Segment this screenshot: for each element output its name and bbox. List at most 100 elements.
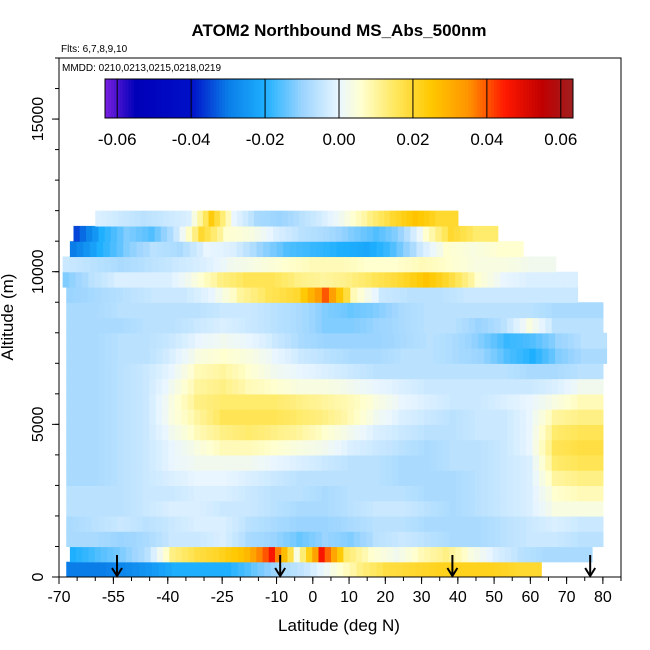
heatmap-cell [123, 515, 131, 532]
heatmap-cell [583, 515, 591, 532]
heatmap-cell [188, 348, 196, 364]
heatmap-cell [349, 332, 357, 349]
heatmap-cell [275, 271, 283, 288]
heatmap-cell [513, 439, 521, 456]
heatmap-cell [350, 210, 357, 227]
heatmap-cell [452, 348, 460, 364]
heatmap-cell [309, 363, 316, 380]
heatmap-cell [192, 256, 201, 273]
heatmap-cell [513, 531, 521, 548]
heatmap-cell [463, 286, 472, 303]
heatmap-cell [494, 317, 502, 334]
heatmap-cell [104, 485, 112, 502]
heatmap-cell [172, 271, 180, 288]
heatmap-cell [85, 378, 93, 395]
heatmap-cell [309, 393, 316, 410]
heatmap-cell [417, 439, 425, 456]
heatmap-cell [130, 393, 138, 410]
heatmap-cell [168, 363, 176, 380]
heatmap-cell [321, 500, 329, 517]
heatmap-cell [277, 515, 285, 532]
heatmap-cell [199, 256, 208, 273]
heatmap-cell [500, 256, 509, 273]
heatmap-cell [85, 454, 93, 471]
colorbar-segment [268, 79, 273, 118]
heatmap-cell [130, 348, 138, 364]
colorbar-segment [476, 79, 480, 118]
heatmap-cell [424, 470, 431, 487]
heatmap-cell [206, 317, 214, 334]
heatmap-cell [181, 409, 189, 425]
heatmap-cell [397, 225, 405, 242]
heatmap-cell [185, 256, 194, 273]
heatmap-cell [545, 363, 553, 380]
heatmap-cell [366, 317, 374, 334]
heatmap-cell [117, 393, 125, 410]
heatmap-cell [329, 332, 337, 349]
colorbar-segment [499, 79, 504, 118]
heatmap-cell [596, 500, 604, 517]
heatmap-cell [504, 546, 512, 563]
heatmap-cell [468, 470, 476, 487]
heatmap-cell [223, 225, 231, 242]
heatmap-cell [555, 348, 563, 364]
heatmap-cell [302, 424, 310, 441]
colorbar-segment [523, 79, 527, 118]
heatmap-cell [168, 515, 176, 532]
heatmap-cell [481, 302, 489, 319]
heatmap-cell [310, 348, 318, 364]
heatmap-cell [309, 439, 316, 456]
heatmap-cell [265, 348, 273, 364]
heatmap-cell [132, 561, 140, 577]
heatmap-cell [79, 363, 87, 380]
heatmap-cell [596, 363, 604, 380]
heatmap-cell [79, 393, 87, 410]
heatmap-cell [532, 271, 540, 288]
heatmap-cell [360, 302, 368, 319]
heatmap-cell [143, 348, 151, 364]
heatmap-cell [91, 363, 99, 380]
heatmap-cell [532, 470, 540, 487]
heatmap-cell [564, 378, 572, 395]
heatmap-cell [284, 332, 292, 349]
heatmap-cell [312, 546, 320, 563]
heatmap-cell [232, 531, 240, 548]
heatmap-cell [79, 531, 87, 548]
heatmap-cell [558, 470, 566, 487]
heatmap-cell [176, 241, 184, 258]
heatmap-cell [245, 302, 253, 319]
heatmap-cell [398, 393, 406, 410]
heatmap-cell [245, 409, 253, 425]
heatmap-cell [194, 454, 202, 471]
heatmap-cell [96, 256, 105, 273]
heatmap-cell [98, 454, 106, 471]
heatmap-cell [541, 286, 550, 303]
heatmap-cell [136, 241, 144, 258]
heatmap-cell [564, 363, 572, 380]
heatmap-cell [526, 500, 534, 517]
heatmap-cell [419, 348, 428, 364]
heatmap-cell [287, 210, 295, 227]
colorbar-segment [198, 79, 203, 118]
heatmap-cell [187, 363, 195, 380]
heatmap-cell [248, 210, 255, 227]
heatmap-cell [551, 302, 559, 319]
heatmap-cell [449, 286, 458, 303]
heatmap-cell [289, 378, 297, 395]
heatmap-cell [324, 546, 332, 563]
heatmap-cell [519, 470, 527, 487]
heatmap-cell [366, 485, 374, 502]
heatmap-cell [310, 225, 318, 242]
heatmap-cell [545, 531, 553, 548]
heatmap-cell [151, 256, 160, 273]
heatmap-cell [585, 546, 593, 563]
heatmap-cell [238, 485, 246, 502]
heatmap-cell [245, 500, 253, 517]
heatmap-cell [269, 241, 278, 258]
heatmap-cell [136, 500, 144, 517]
heatmap-cell [270, 531, 278, 548]
heatmap-cell [175, 348, 183, 364]
heatmap-cell [579, 546, 587, 563]
heatmap-cell [430, 393, 438, 410]
heatmap-cell [564, 409, 572, 425]
